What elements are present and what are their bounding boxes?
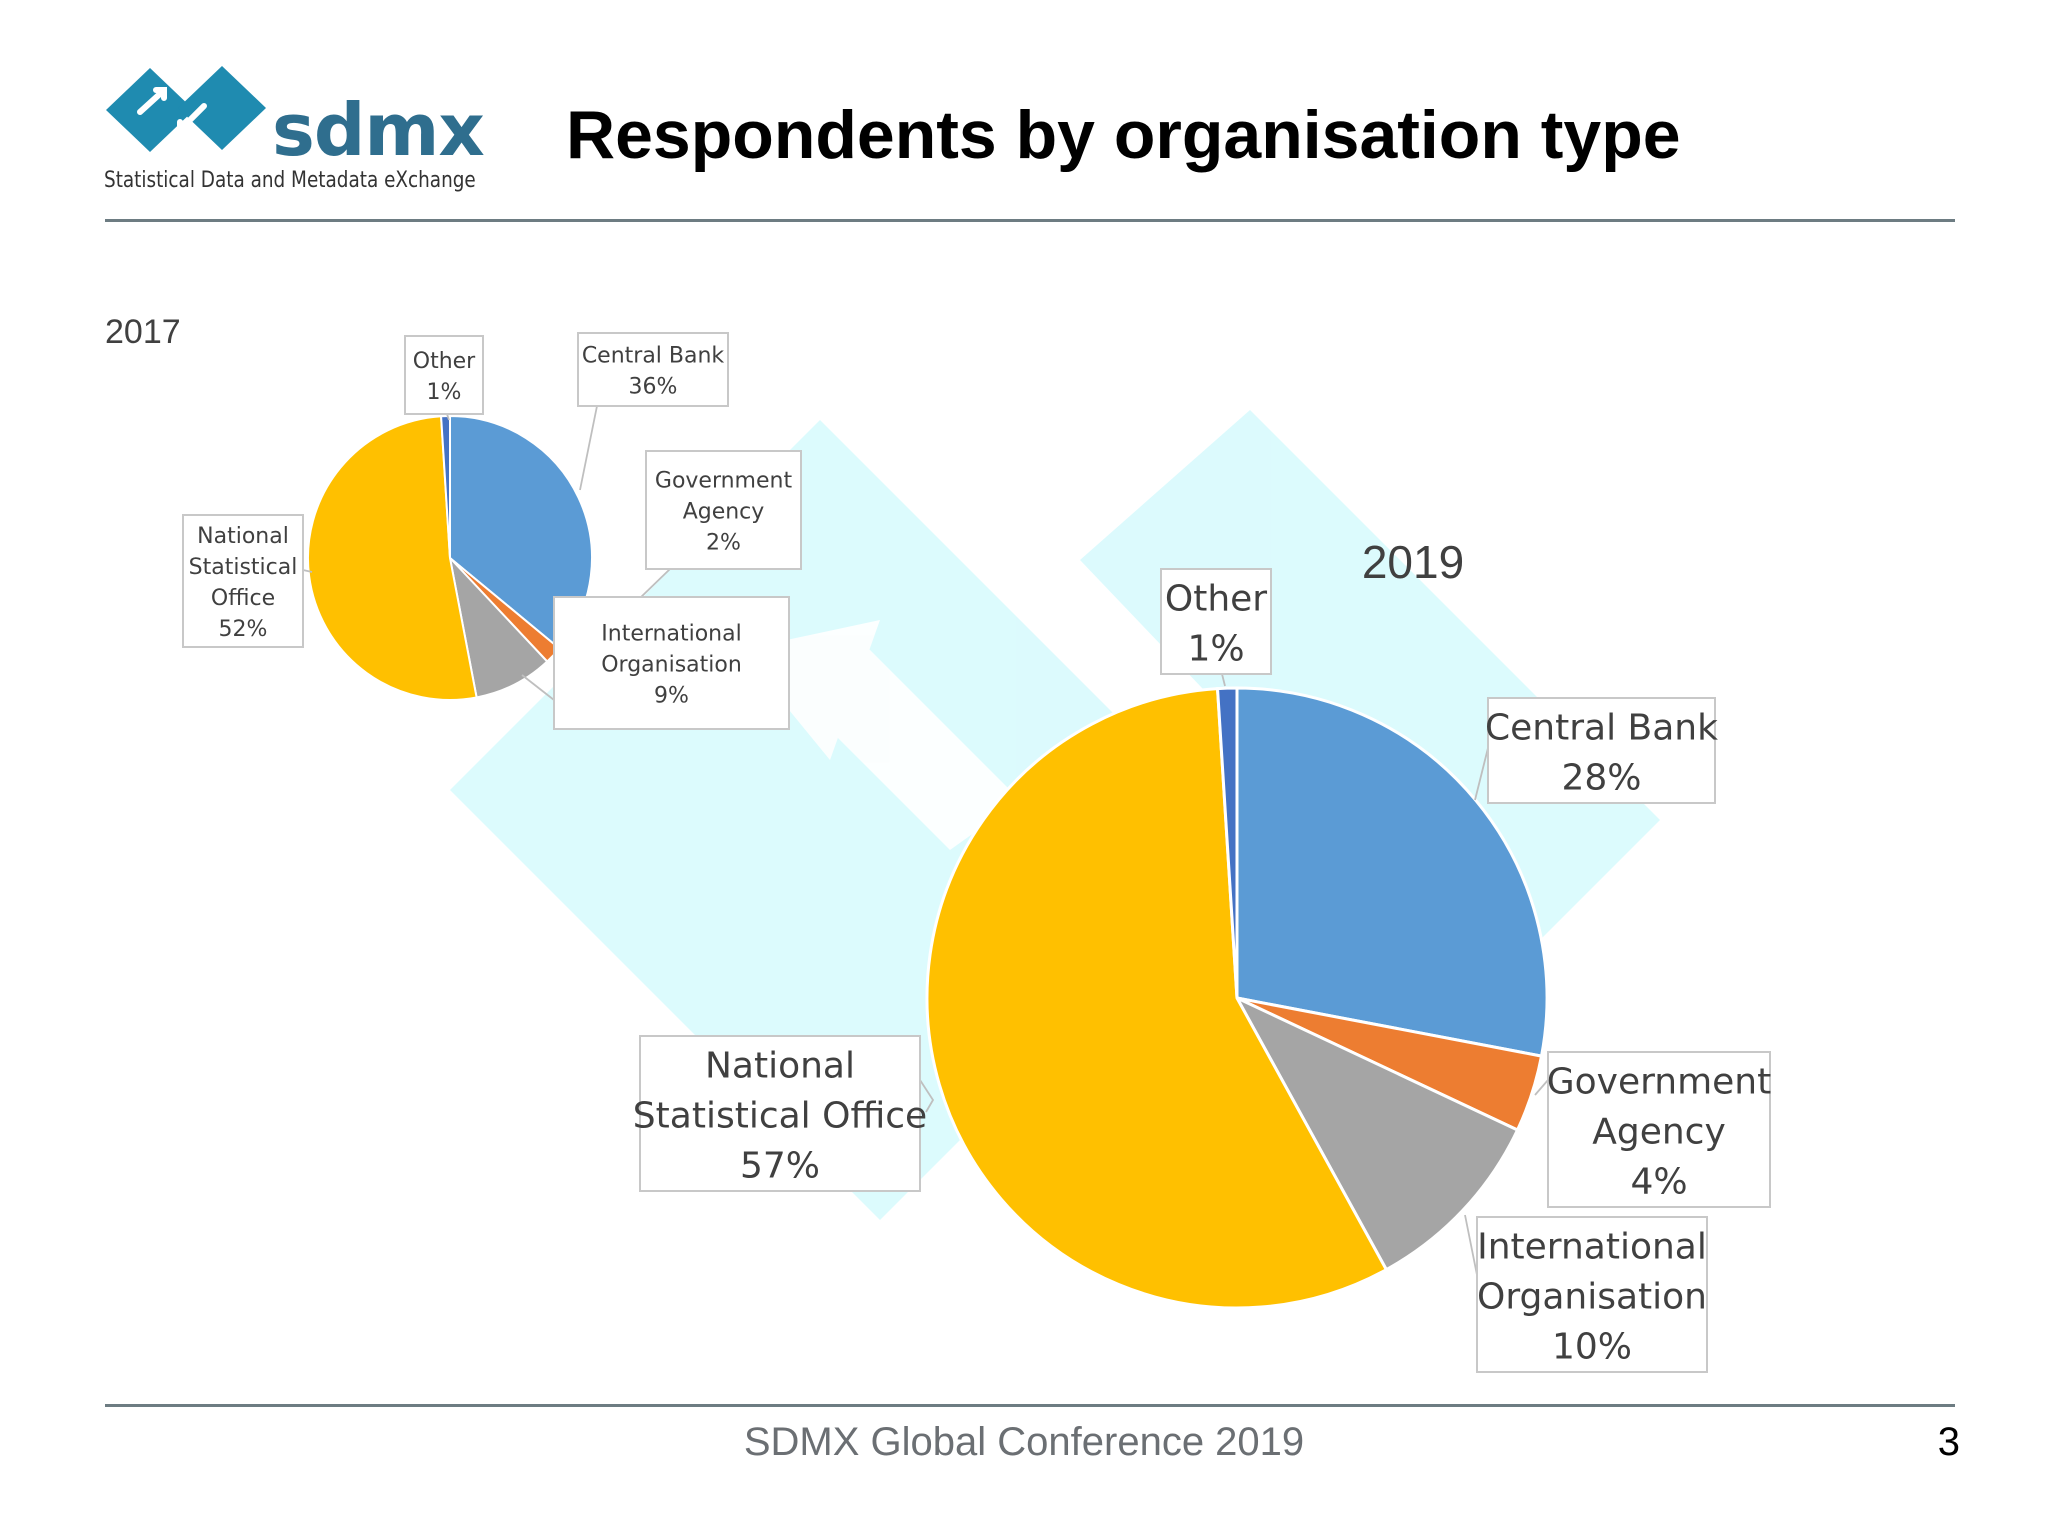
leader-line-other — [1221, 673, 1226, 687]
logo-diamond-left-icon — [106, 68, 194, 152]
callout-box-other — [404, 335, 484, 415]
data-label-value: 52% — [219, 617, 268, 642]
logo-diamond-right-icon — [178, 66, 266, 150]
callout-box-international-organisation — [1476, 1216, 1708, 1373]
leader-line-national-statistical-office — [302, 569, 313, 573]
data-label-category: Office — [211, 586, 275, 611]
data-label-value: 2% — [706, 531, 741, 556]
pie-slice-other — [440, 414, 451, 559]
pie-slice-other — [1215, 686, 1239, 999]
data-label-government-agency: Government Agency 4% — [1547, 1062, 1772, 1203]
data-label-national-statistical-office: National Statistical Office 52% — [189, 524, 298, 642]
data-label-category: Other — [1165, 579, 1267, 620]
data-label-government-agency: Government Agency 2% — [655, 469, 793, 556]
data-label-category: Organisation — [1477, 1277, 1707, 1318]
data-label-category: Central Bank — [582, 344, 725, 369]
data-label-category: International — [601, 622, 741, 647]
title-rule — [105, 219, 1955, 222]
chart-year-label: 2017 — [105, 313, 181, 351]
data-label-value: 28% — [1561, 758, 1641, 799]
data-label-category: Agency — [1592, 1112, 1726, 1153]
data-label-category: Government — [1547, 1062, 1772, 1103]
leader-line-international-organisation — [1464, 1214, 1478, 1276]
slide-title: Respondents by organisation type — [566, 97, 1681, 173]
data-label-category: Agency — [683, 500, 765, 525]
logo-tagline: Statistical Data and Metadata eXchange — [104, 168, 476, 193]
pie-slice-national-statistical-office — [925, 687, 1389, 1310]
data-label-category: Organisation — [601, 653, 742, 678]
pie-slice-international-organisation — [1233, 994, 1520, 1272]
page-number: 3 — [1937, 1420, 1960, 1464]
leader-line-international-organisation — [521, 674, 555, 701]
leader-line-national-statistical-office — [919, 1079, 935, 1113]
data-label-value: 4% — [1630, 1162, 1687, 1203]
data-label-category: International — [1477, 1227, 1707, 1268]
callout-box-other — [1160, 568, 1272, 675]
data-label-other: Other 1% — [413, 349, 476, 405]
chart-year-label: 2019 — [1362, 536, 1464, 588]
data-label-national-statistical-office: National Statistical Office 57% — [633, 1046, 927, 1187]
footer-rule — [105, 1404, 1955, 1407]
data-label-category: Government — [655, 469, 793, 494]
data-label-value: 1% — [1187, 629, 1244, 670]
data-label-value: 57% — [740, 1146, 820, 1187]
data-label-international-organisation: International Organisation 9% — [601, 622, 742, 709]
data-label-value: 36% — [629, 375, 678, 400]
callout-box-national-statistical-office — [639, 1035, 921, 1192]
leader-line-government-agency — [1534, 1079, 1549, 1096]
logo-wordmark: sdmx — [272, 88, 485, 172]
footer-text: SDMX Global Conference 2019 — [743, 1420, 1305, 1464]
pie-slice-central-bank — [1235, 686, 1549, 1058]
sdmx-logo — [106, 66, 266, 152]
callout-box-central-bank — [577, 332, 729, 407]
data-label-value: 10% — [1552, 1327, 1632, 1368]
callout-box-international-organisation — [553, 596, 790, 730]
logo-arrows-icon — [137, 87, 207, 133]
data-label-category: National — [197, 524, 289, 549]
leader-line-central-bank — [579, 405, 598, 491]
callout-box-central-bank — [1487, 697, 1716, 804]
data-label-central-bank: Central Bank 36% — [582, 344, 725, 400]
data-label-category: Statistical Office — [633, 1096, 927, 1137]
data-label-value: 1% — [427, 380, 462, 405]
data-label-category: National — [705, 1046, 855, 1087]
pie-chart-2017: 2017 Central Bank 36% Government Agency 2% Int… — [105, 313, 802, 730]
pie-chart-2019: 2019 Central Bank 28% Government Agency 4% Int… — [633, 536, 1772, 1373]
callout-box-national-statistical-office — [182, 514, 304, 648]
pie-slice-national-statistical-office — [307, 415, 478, 701]
data-label-central-bank: Central Bank 28% — [1485, 708, 1718, 799]
data-label-other: Other 1% — [1165, 579, 1267, 670]
leader-line-central-bank — [1474, 747, 1489, 801]
data-label-category: Central Bank — [1485, 708, 1718, 749]
callout-box-government-agency — [645, 450, 802, 570]
pie-slice-international-organisation — [448, 554, 549, 699]
callout-box-government-agency — [1547, 1051, 1771, 1208]
data-label-value: 9% — [654, 684, 689, 709]
data-label-category: Statistical — [189, 555, 298, 580]
data-label-category: Other — [413, 349, 476, 374]
data-label-international-organisation: International Organisation 10% — [1477, 1227, 1707, 1368]
